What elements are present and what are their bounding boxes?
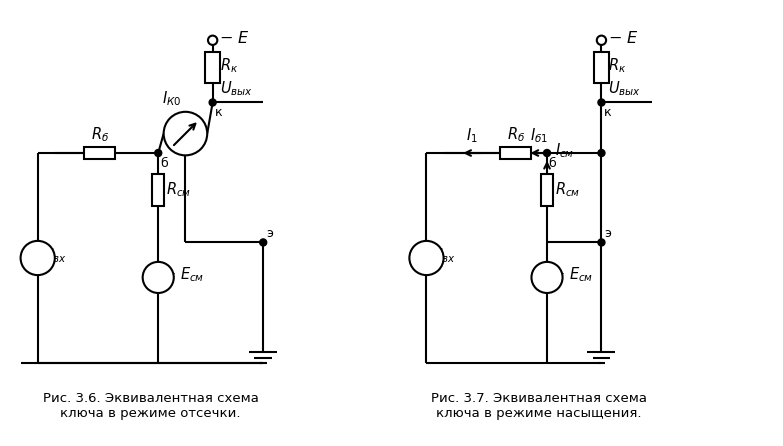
- Bar: [205, 52, 221, 83]
- Circle shape: [543, 149, 550, 157]
- Text: $R_к$: $R_к$: [220, 56, 238, 74]
- Text: $R_б$: $R_б$: [507, 126, 525, 145]
- Bar: [85, 147, 115, 159]
- Text: $U_{вх}$: $U_{вх}$: [42, 246, 67, 265]
- Text: к: к: [215, 106, 222, 119]
- Text: $+\ E_{см}$: $+\ E_{см}$: [552, 266, 593, 285]
- Circle shape: [598, 239, 605, 246]
- Text: $R_{см}$: $R_{см}$: [555, 181, 580, 199]
- Bar: [152, 174, 164, 206]
- Text: б: б: [160, 157, 168, 170]
- Text: $-\ E$: $-\ E$: [608, 30, 638, 46]
- Text: к: к: [604, 106, 612, 119]
- Circle shape: [532, 262, 562, 293]
- Circle shape: [260, 239, 267, 246]
- Circle shape: [410, 241, 444, 275]
- Bar: [541, 174, 554, 206]
- Text: Рис. 3.6. Эквивалентная схема
ключа в режиме отсечки.: Рис. 3.6. Эквивалентная схема ключа в ре…: [42, 392, 258, 420]
- Text: $+\ E_{см}$: $+\ E_{см}$: [163, 266, 204, 285]
- Circle shape: [598, 99, 605, 106]
- Text: б: б: [549, 157, 557, 170]
- Circle shape: [155, 149, 162, 157]
- Circle shape: [597, 36, 606, 45]
- Text: $-\ E$: $-\ E$: [219, 30, 250, 46]
- Text: $U_{вх}$: $U_{вх}$: [431, 246, 456, 265]
- Bar: [594, 52, 609, 83]
- Circle shape: [208, 36, 218, 45]
- Text: $I_{б1}$: $I_{б1}$: [530, 127, 548, 145]
- Text: $R_к$: $R_к$: [608, 56, 626, 74]
- Circle shape: [164, 112, 207, 155]
- Circle shape: [209, 99, 216, 106]
- Text: $I_{К0}$: $I_{К0}$: [162, 89, 182, 108]
- Text: э: э: [604, 227, 612, 240]
- Circle shape: [20, 241, 55, 275]
- Bar: [500, 147, 532, 159]
- Text: $I_1$: $I_1$: [466, 127, 478, 145]
- Circle shape: [143, 262, 174, 293]
- Text: $R_{см}$: $R_{см}$: [166, 181, 191, 199]
- Text: $U_{вых}$: $U_{вых}$: [608, 79, 641, 98]
- Text: $I_{см}$: $I_{см}$: [555, 141, 574, 160]
- Text: $U_{вых}$: $U_{вых}$: [220, 79, 253, 98]
- Text: Рис. 3.7. Эквивалентная схема
ключа в режиме насыщения.: Рис. 3.7. Эквивалентная схема ключа в ре…: [431, 392, 648, 420]
- Circle shape: [598, 149, 605, 157]
- Text: э: э: [266, 227, 273, 240]
- Text: $R_б$: $R_б$: [91, 126, 109, 145]
